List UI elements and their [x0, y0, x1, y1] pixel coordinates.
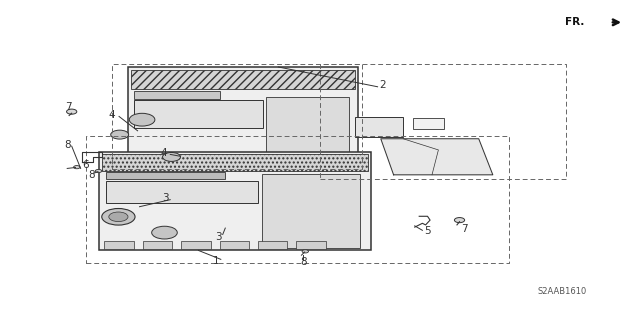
Circle shape	[454, 218, 465, 223]
Bar	[233, 152, 259, 160]
Circle shape	[163, 152, 180, 161]
Circle shape	[67, 109, 77, 114]
Circle shape	[74, 166, 80, 169]
Text: 4: 4	[109, 110, 115, 120]
Text: S2AAB1610: S2AAB1610	[538, 287, 586, 296]
Text: 7: 7	[461, 224, 468, 234]
Circle shape	[95, 169, 102, 173]
Bar	[106, 181, 258, 203]
Bar	[134, 100, 264, 128]
Bar	[143, 241, 172, 249]
Bar	[128, 67, 358, 161]
Bar	[181, 241, 211, 249]
Bar	[106, 172, 225, 179]
Circle shape	[152, 226, 177, 239]
Text: 2: 2	[380, 79, 386, 90]
Bar	[99, 152, 371, 250]
Bar	[166, 152, 192, 160]
Text: 8: 8	[88, 170, 95, 181]
Bar	[133, 152, 159, 160]
Bar	[102, 154, 368, 171]
Bar	[266, 152, 292, 160]
Bar	[220, 241, 249, 249]
Bar	[131, 70, 355, 89]
Text: 8: 8	[64, 140, 70, 150]
Text: 7: 7	[65, 102, 72, 112]
Bar	[258, 241, 287, 249]
Bar	[104, 241, 134, 249]
Bar	[355, 117, 403, 137]
Bar	[200, 152, 225, 160]
Bar	[266, 97, 349, 153]
Circle shape	[129, 113, 155, 126]
Text: 3: 3	[216, 232, 222, 242]
Bar	[413, 118, 444, 129]
Text: FR.: FR.	[565, 17, 584, 27]
Bar	[296, 241, 326, 249]
Circle shape	[302, 250, 308, 253]
Polygon shape	[381, 139, 493, 175]
Circle shape	[111, 130, 129, 139]
Circle shape	[109, 212, 128, 222]
Text: 6: 6	[82, 160, 88, 170]
Bar	[134, 91, 220, 99]
Text: 3: 3	[162, 193, 168, 204]
Bar	[262, 174, 360, 248]
Bar	[300, 152, 325, 160]
Text: 4: 4	[161, 148, 167, 158]
Text: 5: 5	[424, 226, 431, 236]
Text: 8: 8	[300, 257, 307, 267]
Text: 1: 1	[213, 256, 220, 266]
Circle shape	[102, 209, 135, 225]
